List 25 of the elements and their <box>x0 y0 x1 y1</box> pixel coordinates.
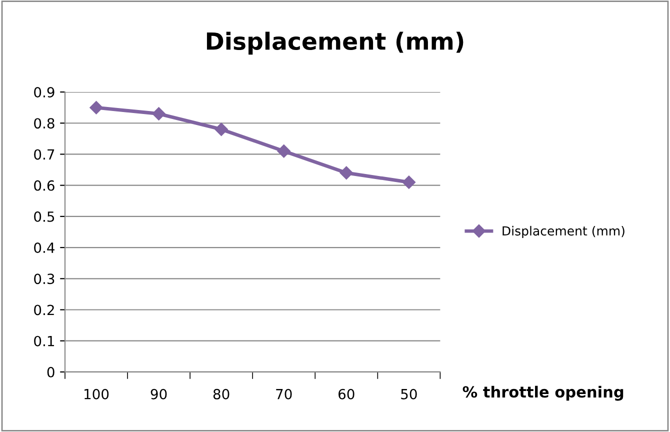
x-tick-label: 90 <box>150 388 167 400</box>
y-tick-label: 0.6 <box>34 180 54 191</box>
x-tick-label: 70 <box>276 388 292 400</box>
point <box>402 176 416 189</box>
point <box>152 107 166 120</box>
point <box>277 144 290 158</box>
point <box>340 166 353 180</box>
chart-title: Displacement (mm) <box>206 32 464 55</box>
y-tick-label: 0.5 <box>34 211 54 222</box>
y-tick-label: 0.1 <box>34 336 54 346</box>
y-tick-label: 0.9 <box>34 86 54 98</box>
x-tick-label: 60 <box>338 388 354 400</box>
y-tick-label: 0.3 <box>34 274 54 284</box>
point <box>214 122 228 136</box>
point <box>90 100 103 114</box>
x-tick-label: 80 <box>213 388 230 400</box>
y-tick-label: 0.4 <box>34 242 54 254</box>
y-tick-label: 0.7 <box>34 149 54 160</box>
legend-label: Displacement (mm) <box>502 226 624 238</box>
x-tick-label: 100 <box>84 388 109 400</box>
y-tick-label: 0.2 <box>34 304 54 316</box>
x-axis-title: % throttle opening <box>462 386 624 401</box>
x-tick-label: 50 <box>401 388 417 400</box>
y-tick-label: 0.8 <box>34 118 54 129</box>
y-tick-label: 0 <box>47 366 54 378</box>
